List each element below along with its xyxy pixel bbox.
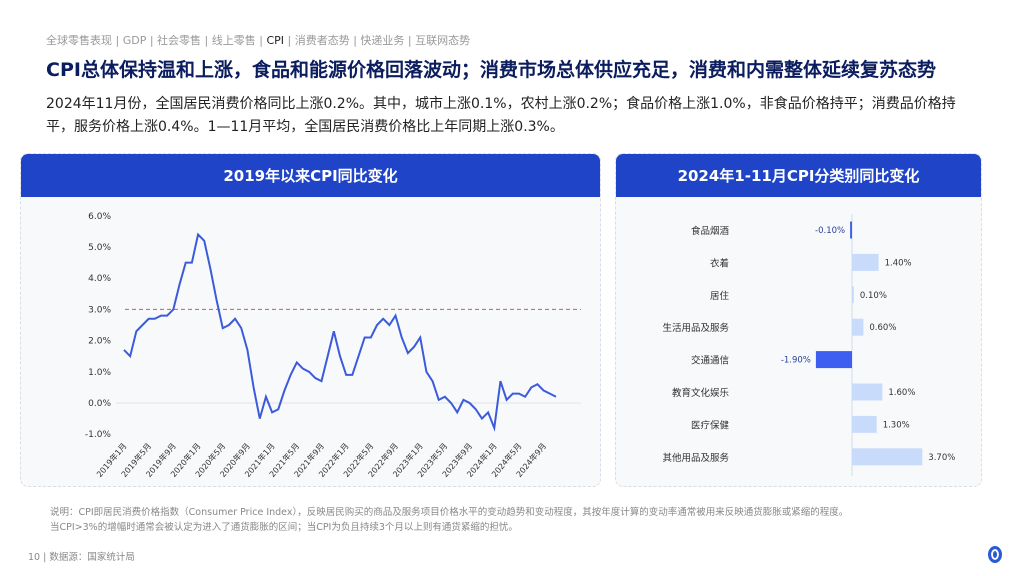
nav-item[interactable]: 线上零售 (211, 34, 256, 47)
y-tick-label: 0.0% (88, 399, 111, 409)
line-chart-panel: 2019年以来CPI同比变化 6.0% 5.0% 4.0% 3.0% 2.0% 1.0% 0… (20, 153, 601, 487)
page-number: 10 (28, 552, 41, 563)
y-tick-label: 4.0% (88, 274, 111, 284)
value-label: -0.10% (815, 226, 845, 236)
bar (815, 351, 852, 369)
nav-item[interactable]: 互联网态势 (415, 34, 471, 47)
bar (852, 318, 864, 336)
y-tick-label: 1.0% (88, 368, 111, 378)
value-label: 0.60% (869, 323, 896, 333)
y-tick-label: -1.0% (85, 430, 112, 440)
bar (852, 286, 854, 304)
explanation-note: 说明：CPI即居民消费价格指数（Consumer Price Index），反映… (50, 505, 848, 535)
section-nav: 全球零售表现 | GDP | 社会零售 | 线上零售 | CPI | 消费者态势… (46, 34, 471, 47)
bar-chart-panel: 2024年1-11月CPI分类别同比变化 食品烟酒 -0.10% 衣着 1.40% 居住… (615, 153, 982, 487)
note-line: 说明：CPI即居民消费价格指数（Consumer Price Index），反映… (50, 507, 849, 518)
flywheel-logo (988, 546, 1002, 563)
line-chart-title: 2019年以来CPI同比变化 (21, 154, 600, 197)
category-label: 其他用品及服务 (662, 452, 729, 464)
value-label: 1.40% (885, 258, 912, 268)
value-label: 1.30% (883, 420, 910, 430)
category-label: 居住 (710, 290, 730, 302)
y-tick-label: 2.0% (88, 337, 111, 347)
value-label: 3.70% (928, 453, 955, 463)
bar (852, 253, 879, 271)
nav-item[interactable]: 消费者态势 (294, 34, 350, 47)
line-chart: 6.0%5.0%4.0%3.0%2.0%1.0%0.0%-1.0%2019年1月… (85, 212, 581, 479)
bar-chart: 食品烟酒 -0.10% 衣着 1.40% 居住 0.10% 生活用品及服务 0.60% 交通通信… (662, 214, 955, 476)
category-label: 交通通信 (691, 355, 729, 367)
value-label: -1.90% (781, 356, 811, 366)
nav-item[interactable]: 快递业务 (360, 34, 405, 47)
bar (852, 415, 877, 433)
page-title: CPI总体保持温和上涨，食品和能源价格回落波动；消费市场总体供应充足，消费和内需… (46, 59, 936, 81)
bar (852, 448, 923, 466)
data-source: 数据源：国家统计局 (49, 552, 135, 563)
value-label: 0.10% (860, 291, 887, 301)
y-tick-label: 5.0% (88, 243, 111, 253)
category-label: 医疗保健 (691, 419, 730, 431)
category-label: 衣着 (710, 257, 729, 269)
y-tick-label: 6.0% (88, 212, 111, 222)
nav-item[interactable]: 社会零售 (157, 34, 202, 47)
bar (850, 221, 852, 239)
bar (852, 383, 883, 401)
y-tick-label: 3.0% (88, 305, 111, 315)
category-label: 食品烟酒 (691, 225, 730, 237)
category-label: 生活用品及服务 (662, 322, 729, 334)
category-label: 教育文化娱乐 (672, 387, 730, 399)
cpi-series-line (123, 232, 557, 432)
note-line: 当CPI>3%的增幅时通常会被认定为进入了通货膨胀的区间；当CPI为负且持续3个… (50, 522, 518, 533)
nav-item[interactable]: 全球零售表现 (46, 34, 112, 47)
bar-chart-title: 2024年1-11月CPI分类别同比变化 (616, 154, 981, 197)
value-label: 1.60% (888, 388, 915, 398)
summary-text: 2024年11月份，全国居民消费价格同比上涨0.2%。其中，城市上涨0.1%，农… (46, 96, 956, 135)
nav-item[interactable]: CPI (266, 34, 285, 47)
nav-item[interactable]: GDP (122, 34, 147, 47)
footer: 10 | 数据源：国家统计局 (28, 552, 135, 563)
